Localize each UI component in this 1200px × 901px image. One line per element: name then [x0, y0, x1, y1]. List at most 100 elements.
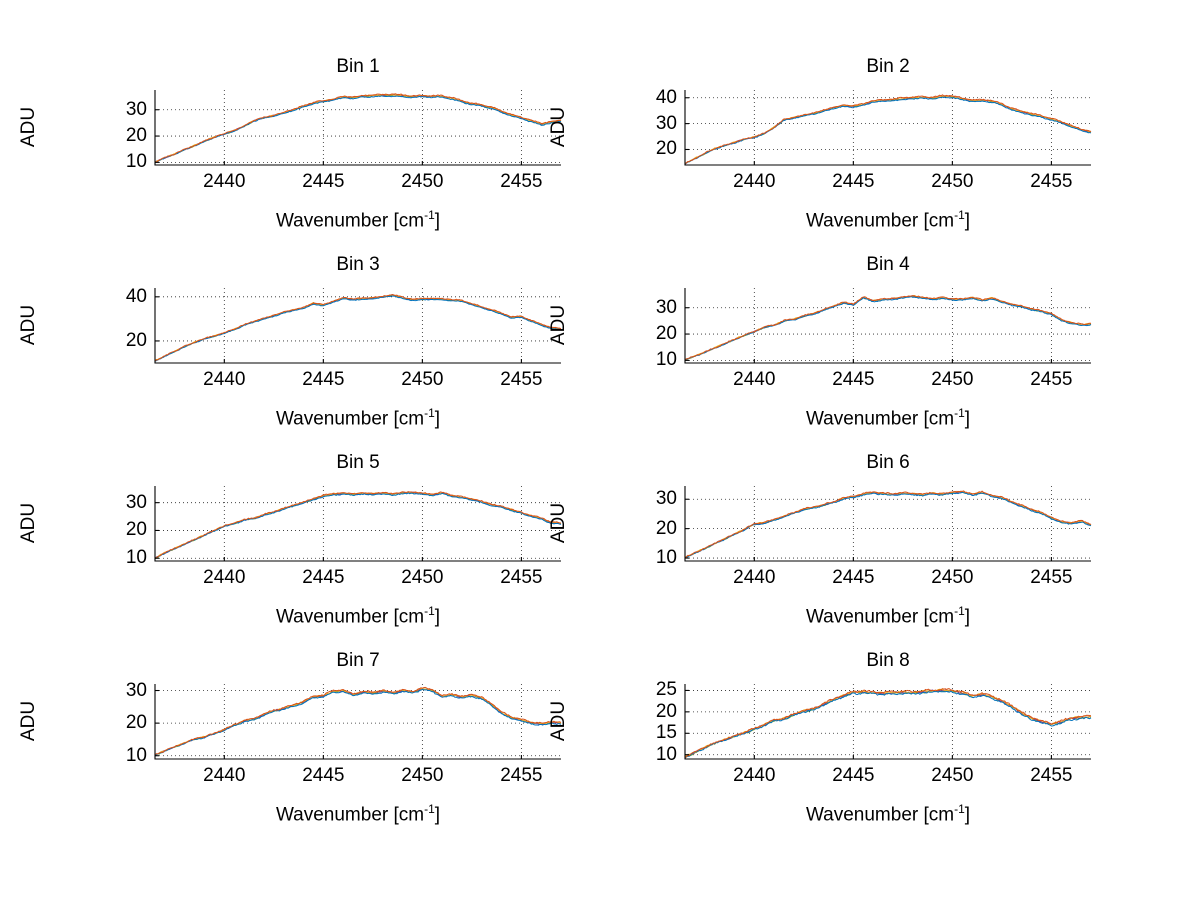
- data-trace: [154, 686, 562, 756]
- x-axis-label-bracket: ]: [964, 804, 971, 826]
- x-axis-label-exponent: -1: [424, 802, 435, 816]
- x-axis-label: Wavenumber [cm-1]: [155, 802, 561, 826]
- y-tick-label: 20: [655, 138, 677, 160]
- subplot-title: Bin 1: [336, 56, 380, 77]
- x-axis-label-bracket: ]: [964, 606, 971, 628]
- x-tick-label: 2455: [1030, 369, 1073, 390]
- axis-spines: [684, 684, 1091, 760]
- y-tick-label: 10: [125, 547, 147, 569]
- x-axis-label-exponent: -1: [424, 208, 435, 222]
- x-tick-label: 2440: [203, 171, 246, 192]
- x-tick-label: 2455: [500, 171, 543, 192]
- x-axis-label-bracket: ]: [964, 210, 971, 232]
- y-tick-label: 20: [125, 519, 147, 541]
- data-trace: [154, 688, 562, 756]
- y-tick-label: 10: [655, 349, 677, 371]
- x-tick-label: 2440: [733, 369, 776, 390]
- y-tick-label: 20: [655, 700, 677, 722]
- plot-area: [154, 288, 562, 364]
- x-axis-label-bracket: ]: [434, 606, 441, 628]
- x-tick-label: 2440: [733, 171, 776, 192]
- x-tick-label: 2445: [302, 765, 345, 786]
- x-tick-label: 2455: [1030, 567, 1073, 588]
- axis-spines: [154, 288, 561, 364]
- data-trace: [154, 293, 562, 362]
- y-tick-label: 10: [655, 743, 677, 765]
- y-tick-label: 30: [655, 488, 677, 510]
- y-tick-label: 10: [655, 547, 677, 569]
- plot-area: [684, 90, 1092, 166]
- plot-area: [684, 486, 1092, 562]
- x-axis-label-text: Wavenumber [cm: [275, 210, 425, 232]
- x-axis-label-bracket: ]: [964, 408, 971, 430]
- x-axis-label-text: Wavenumber [cm: [275, 606, 425, 628]
- plot-area: [154, 486, 562, 562]
- x-tick-label: 2450: [931, 369, 974, 390]
- x-axis-label-exponent: -1: [954, 604, 965, 618]
- data-trace: [684, 490, 1092, 559]
- x-axis-label-bracket: ]: [434, 210, 441, 232]
- x-tick-label: 2450: [931, 765, 974, 786]
- x-axis-label-text: Wavenumber [cm: [275, 804, 425, 826]
- x-axis-label-text: Wavenumber [cm: [805, 606, 955, 628]
- x-tick-label: 2450: [401, 567, 444, 588]
- x-tick-label: 2455: [500, 369, 543, 390]
- x-tick-label: 2455: [500, 567, 543, 588]
- x-tick-label: 2455: [1030, 171, 1073, 192]
- data-trace: [684, 689, 1092, 758]
- x-tick-label: 2455: [500, 765, 543, 786]
- y-tick-label: 20: [655, 517, 677, 539]
- x-tick-label: 2440: [733, 765, 776, 786]
- x-tick-label: 2445: [302, 171, 345, 192]
- x-axis-label: Wavenumber [cm-1]: [685, 406, 1091, 430]
- x-axis-label: Wavenumber [cm-1]: [685, 208, 1091, 232]
- subplot-title: Bin 8: [866, 650, 910, 671]
- y-tick-label: 10: [125, 151, 147, 173]
- x-tick-label: 2445: [832, 369, 875, 390]
- plot-area: [154, 684, 562, 760]
- data-trace: [154, 491, 562, 559]
- y-tick-label: 30: [125, 679, 147, 701]
- y-tick-label: 15: [655, 722, 677, 744]
- x-tick-label: 2440: [203, 765, 246, 786]
- x-tick-label: 2445: [832, 171, 875, 192]
- y-tick-label: 30: [125, 491, 147, 513]
- data-trace: [684, 690, 1092, 759]
- subplot-title: Bin 3: [336, 254, 380, 275]
- plot-area: [684, 288, 1092, 364]
- x-axis-label-exponent: -1: [424, 406, 435, 420]
- y-axis-label: ADU: [548, 700, 569, 741]
- x-axis-label: Wavenumber [cm-1]: [685, 604, 1091, 628]
- x-tick-label: 2455: [1030, 765, 1073, 786]
- x-axis-label-text: Wavenumber [cm: [805, 804, 955, 826]
- y-tick-label: 20: [125, 125, 147, 147]
- data-trace: [684, 688, 1092, 758]
- x-tick-label: 2440: [203, 369, 246, 390]
- x-axis-label: Wavenumber [cm-1]: [155, 406, 561, 430]
- x-tick-label: 2445: [832, 765, 875, 786]
- y-tick-label: 30: [655, 296, 677, 318]
- axis-spines: [684, 288, 1091, 364]
- data-trace: [684, 96, 1092, 165]
- y-tick-label: 20: [125, 329, 147, 351]
- data-trace: [684, 690, 1092, 759]
- x-tick-label: 2450: [931, 567, 974, 588]
- x-tick-label: 2450: [931, 171, 974, 192]
- x-axis-label-exponent: -1: [954, 406, 965, 420]
- axis-spines: [154, 90, 561, 166]
- x-tick-label: 2450: [401, 171, 444, 192]
- y-tick-label: 10: [125, 744, 147, 766]
- y-tick-label: 20: [655, 323, 677, 345]
- x-tick-label: 2445: [302, 567, 345, 588]
- data-trace: [684, 296, 1092, 361]
- subplot-title: Bin 5: [336, 452, 380, 473]
- y-tick-label: 20: [125, 712, 147, 734]
- x-tick-label: 2445: [302, 369, 345, 390]
